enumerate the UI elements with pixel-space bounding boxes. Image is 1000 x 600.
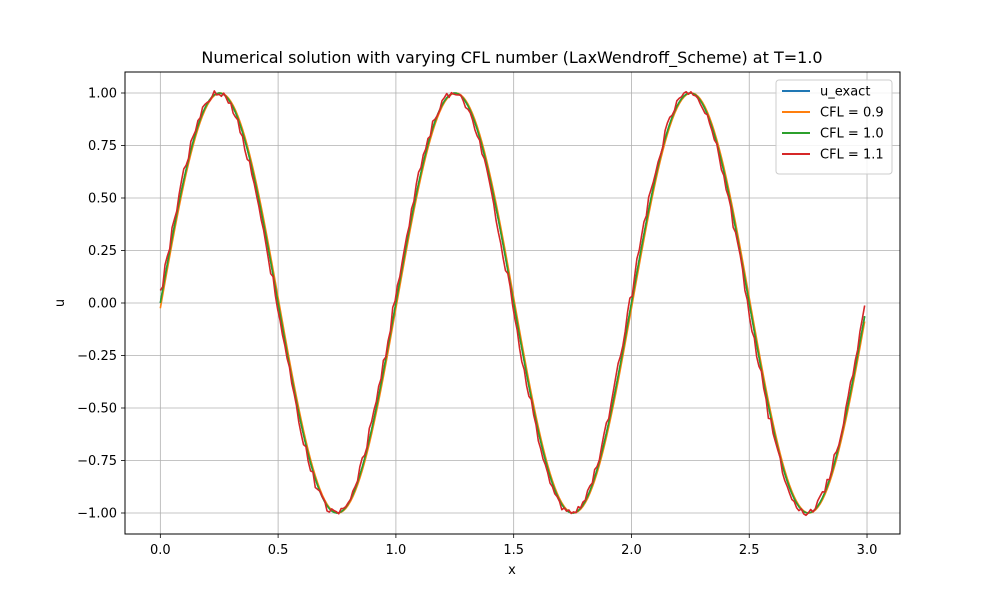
x-ticks: 0.0 0.5 1.0 1.5 2.0 2.5 3.0 [150, 534, 877, 558]
series-line-3 [159, 90, 866, 517]
x-tick-label: 1.5 [503, 543, 524, 558]
legend-label: CFL = 1.0 [820, 127, 884, 142]
x-axis-label: x [508, 563, 516, 578]
series-line-2 [159, 92, 866, 514]
y-tick-label: −0.75 [77, 454, 117, 469]
y-tick-label: −0.25 [77, 349, 117, 364]
legend: u_exact CFL = 0.9 CFL = 1.0 CFL = 1.1 [775, 79, 893, 175]
series-layer [159, 90, 866, 517]
x-tick-label: 1.0 [386, 543, 407, 558]
x-tick-label: 0.0 [150, 543, 171, 558]
y-tick-label: 0.50 [88, 192, 117, 207]
grid [125, 72, 900, 534]
y-tick-label: 0.25 [88, 244, 117, 259]
x-tick-label: 0.5 [268, 543, 289, 558]
x-tick-label: 3.0 [857, 543, 878, 558]
y-tick-label: 0.00 [88, 297, 117, 312]
legend-label: CFL = 1.1 [820, 148, 884, 163]
y-tick-label: −1.00 [77, 507, 117, 522]
y-tick-label: 0.75 [88, 139, 117, 154]
legend-label: CFL = 0.9 [820, 106, 884, 121]
y-tick-label: −0.50 [77, 402, 117, 417]
series-line-1 [159, 92, 866, 514]
legend-label: u_exact [820, 85, 870, 100]
y-tick-label: 1.00 [88, 87, 117, 102]
x-tick-label: 2.0 [621, 543, 642, 558]
legend-box [775, 79, 893, 175]
chart-title: Numerical solution with varying CFL numb… [201, 48, 822, 68]
y-axis-label: u [53, 299, 68, 307]
x-tick-label: 2.5 [739, 543, 760, 558]
y-ticks: −1.00 −0.75 −0.50 −0.25 0.00 0.25 0.50 0.75 1.00 [77, 87, 125, 522]
